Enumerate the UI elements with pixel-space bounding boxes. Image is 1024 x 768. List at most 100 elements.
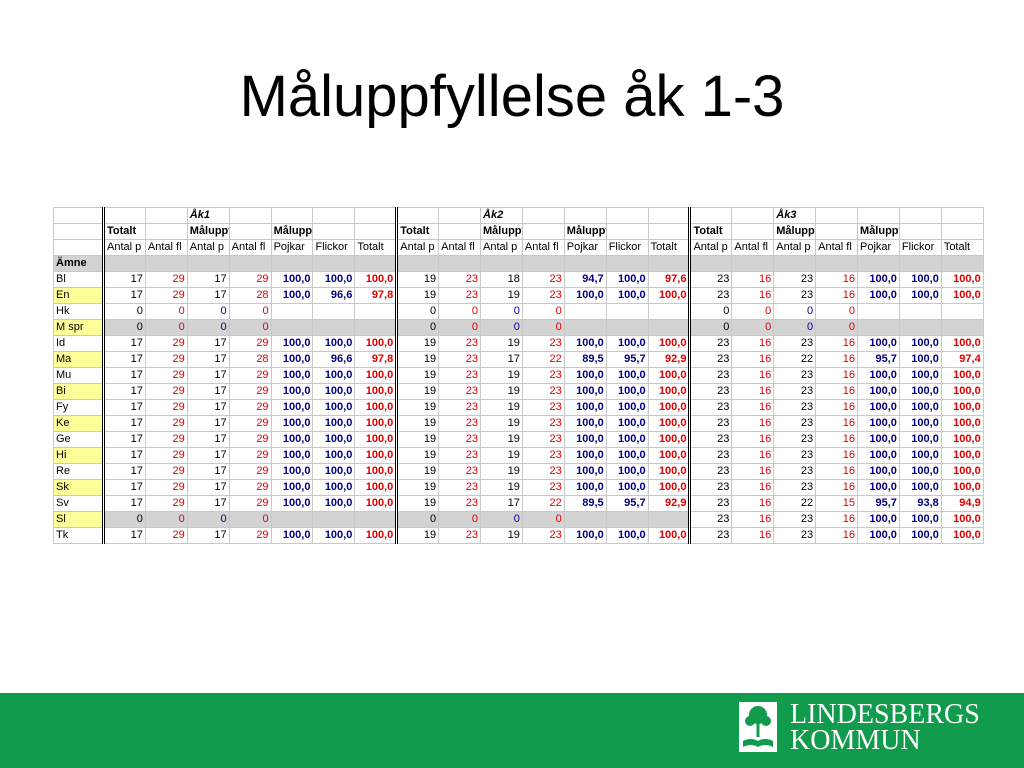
table-cell: 23 — [521, 271, 565, 288]
empty-cell — [395, 255, 440, 272]
table-cell: 16 — [815, 431, 859, 448]
table-cell: 0 — [228, 303, 272, 320]
empty-cell — [102, 207, 146, 224]
table-cell: 100,0 — [857, 383, 900, 400]
empty-cell — [940, 207, 984, 224]
empty-cell — [563, 207, 607, 224]
empty-cell — [354, 255, 398, 272]
subject-name: Bl — [53, 271, 104, 288]
table-cell — [270, 303, 314, 320]
table-cell: 29 — [228, 271, 272, 288]
table-cell: 0 — [144, 319, 188, 336]
table-cell: 29 — [228, 415, 272, 432]
table-cell: 0 — [186, 511, 230, 528]
table-cell: 16 — [815, 271, 859, 288]
table-cell: 100,0 — [940, 511, 984, 528]
table-row: Sk 17 29 17 29 100,0 100,0 100,0 19 23 19 23 100,0 10… — [53, 479, 984, 496]
table-cell: 17 — [186, 447, 230, 464]
table-cell: 23 — [521, 287, 565, 304]
table-cell: 23 — [438, 447, 482, 464]
table-cell — [354, 303, 398, 320]
table-cell: 100,0 — [940, 399, 984, 416]
table-cell: 16 — [731, 335, 775, 352]
table-cell: 15 — [815, 495, 859, 512]
empty-cell — [731, 207, 775, 224]
table-cell: 17 — [102, 463, 146, 480]
table-cell: 100,0 — [270, 431, 314, 448]
table-cell: 94,9 — [940, 495, 984, 512]
table-cell: 17 — [186, 527, 230, 544]
table-cell: 100,0 — [940, 367, 984, 384]
table-cell: 29 — [228, 335, 272, 352]
table-cell: 17 — [102, 287, 146, 304]
table-cell: 100,0 — [312, 415, 356, 432]
table-cell: 29 — [228, 367, 272, 384]
column-header: Pojkar — [857, 239, 900, 256]
table-cell: 100,0 — [647, 383, 691, 400]
table-cell: 19 — [480, 431, 523, 448]
table-cell: 100,0 — [898, 271, 942, 288]
table-cell: 100,0 — [857, 511, 900, 528]
tree-book-icon — [739, 702, 777, 752]
table-cell: 29 — [228, 479, 272, 496]
table-cell: 100,0 — [857, 367, 900, 384]
table-cell: 100,0 — [647, 287, 691, 304]
table-cell: 19 — [395, 447, 440, 464]
table-cell: 29 — [144, 495, 188, 512]
group-label-goal: Måluppf — [773, 223, 817, 240]
table-cell: 100,0 — [563, 527, 607, 544]
table-cell: 23 — [438, 527, 482, 544]
table-cell: 17 — [102, 271, 146, 288]
table-cell: 29 — [228, 463, 272, 480]
table-cell: 0 — [144, 303, 188, 320]
table-cell: 16 — [731, 383, 775, 400]
table-cell: 23 — [688, 431, 733, 448]
table-cell: 100,0 — [940, 479, 984, 496]
table-cell: 100,0 — [354, 463, 398, 480]
table-cell: 23 — [773, 527, 817, 544]
table-cell: 19 — [395, 287, 440, 304]
table-cell: 17 — [186, 415, 230, 432]
table-cell: 96,6 — [312, 287, 356, 304]
table-cell — [940, 303, 984, 320]
table-cell: 29 — [144, 335, 188, 352]
subject-name: En — [53, 287, 104, 304]
empty-cell — [898, 255, 942, 272]
table-cell: 23 — [688, 399, 733, 416]
table-cell: 100,0 — [605, 479, 649, 496]
table-cell: 0 — [521, 511, 565, 528]
table-cell: 23 — [438, 287, 482, 304]
table-cell: 100,0 — [312, 399, 356, 416]
table-cell — [647, 303, 691, 320]
table-cell: 97,6 — [647, 271, 691, 288]
table-cell: 29 — [144, 447, 188, 464]
table-row: Mu 17 29 17 29 100,0 100,0 100,0 19 23 19 23 100,0 10… — [53, 367, 984, 384]
table-cell — [605, 319, 649, 336]
table-cell: 97,4 — [940, 351, 984, 368]
table-cell: 100,0 — [898, 463, 942, 480]
empty-cell — [144, 223, 188, 240]
subject-name: Ge — [53, 431, 104, 448]
table-cell — [605, 511, 649, 528]
table-cell: 19 — [395, 479, 440, 496]
table-cell: 19 — [480, 383, 523, 400]
table-cell: 100,0 — [270, 351, 314, 368]
column-header: Antal p — [395, 239, 440, 256]
table-cell: 100,0 — [647, 463, 691, 480]
subject-name: Re — [53, 463, 104, 480]
table-row: M spr 0 0 0 0 0 0 0 0 0 0 0 0 — [53, 319, 984, 336]
table-cell: 17 — [102, 447, 146, 464]
table-cell: 19 — [395, 527, 440, 544]
column-header: Antal fl — [438, 239, 482, 256]
empty-cell — [270, 207, 314, 224]
table-cell: 23 — [438, 335, 482, 352]
grade-label: Åk2 — [480, 207, 523, 224]
empty-cell — [144, 207, 188, 224]
table-cell: 0 — [228, 319, 272, 336]
table-cell: 17 — [102, 351, 146, 368]
table-cell: 29 — [228, 431, 272, 448]
table-cell: 100,0 — [898, 351, 942, 368]
table-cell: 0 — [688, 319, 733, 336]
table-cell: 0 — [773, 319, 817, 336]
column-header: Flickor — [312, 239, 356, 256]
